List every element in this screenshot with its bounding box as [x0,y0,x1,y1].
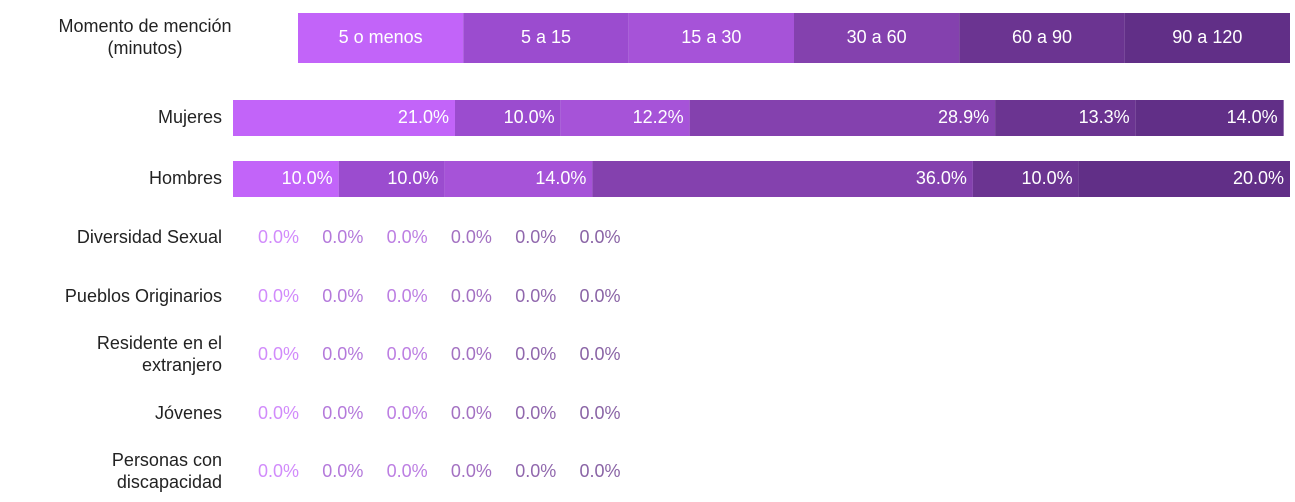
value-label: 21.0% [398,107,449,127]
value-label: 0.0% [580,403,621,423]
value-label: 0.0% [515,461,556,481]
value-label: 10.0% [387,168,438,188]
value-label: 0.0% [258,227,299,247]
legend-label: 90 a 120 [1172,27,1242,47]
value-label: 0.0% [322,227,363,247]
value-label: 0.0% [451,286,492,306]
value-label: 14.0% [535,168,586,188]
row-label: Jóvenes [155,403,222,423]
value-label: 0.0% [515,286,556,306]
legend-label: 15 a 30 [681,27,741,47]
legend-label: 5 a 15 [521,27,571,47]
value-label: 0.0% [580,286,621,306]
value-label: 0.0% [515,403,556,423]
bar-segment [995,100,1136,136]
value-label: 20.0% [1233,168,1284,188]
value-label: 0.0% [387,403,428,423]
legend-swatch [628,13,794,63]
value-label: 13.3% [1079,107,1130,127]
value-label: 0.0% [322,461,363,481]
value-label: 28.9% [938,107,989,127]
row-label: Diversidad Sexual [77,227,222,247]
value-label: 10.0% [282,168,333,188]
value-label: 0.0% [515,227,556,247]
value-label: 0.0% [387,286,428,306]
value-label: 14.0% [1227,107,1278,127]
legend-title: Momento de mención (minutos) [58,16,231,58]
bar-segment [1078,161,1290,197]
bar-segment [444,161,593,197]
bar-segment [1135,100,1284,136]
legend-swatch [1124,13,1290,63]
value-label: 0.0% [322,403,363,423]
bar-segment [560,100,690,136]
value-label: 0.0% [451,227,492,247]
row-label: Pueblos Originarios [65,286,222,306]
bar-segment [233,161,339,197]
value-label: 10.0% [504,107,555,127]
row-label: Mujeres [158,107,222,127]
legend-label: 5 o menos [339,27,423,47]
value-label: 10.0% [1022,168,1073,188]
bar-segment [454,100,561,136]
value-label: 0.0% [387,227,428,247]
row-label: Hombres [149,168,222,188]
value-label: 0.0% [387,344,428,364]
value-label: 0.0% [451,403,492,423]
bar-segment [972,161,1079,197]
legend-label: 60 a 90 [1012,27,1072,47]
value-label: 0.0% [387,461,428,481]
value-label: 0.0% [258,344,299,364]
legend-swatch [463,13,629,63]
value-label: 0.0% [580,461,621,481]
value-label: 0.0% [322,286,363,306]
value-label: 36.0% [916,168,967,188]
legend-swatch [959,13,1125,63]
bar-segment [233,100,455,136]
value-label: 0.0% [322,344,363,364]
value-label: 0.0% [258,461,299,481]
bar-segment [689,100,996,136]
value-label: 0.0% [258,286,299,306]
row-label: Residente en el extranjero [97,333,222,375]
value-label: 0.0% [451,461,492,481]
legend-swatch [298,13,464,63]
row-label: Personas con discapacidad [112,450,222,492]
value-label: 0.0% [515,344,556,364]
bar-segment [338,161,445,197]
legend-swatch [794,13,960,63]
bar-segment [592,161,973,197]
value-label: 0.0% [580,227,621,247]
legend-label: 30 a 60 [847,27,907,47]
value-label: 0.0% [451,344,492,364]
value-label: 12.2% [633,107,684,127]
value-label: 0.0% [580,344,621,364]
value-label: 0.0% [258,403,299,423]
